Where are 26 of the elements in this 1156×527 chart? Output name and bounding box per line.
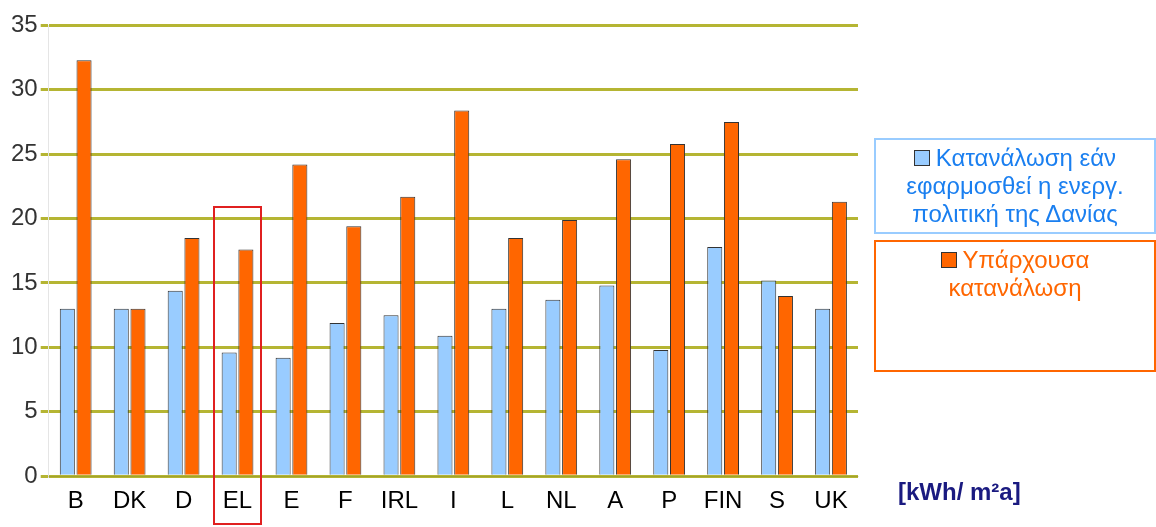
y-tick-label: 15: [10, 267, 38, 295]
y-tick-label: 35: [10, 10, 38, 38]
x-tick-label: NL: [545, 486, 577, 514]
x-tick-label: A: [607, 486, 624, 514]
x-tick-label: EL: [222, 486, 253, 514]
y-tick-label: 30: [10, 74, 38, 102]
legend-label: Υπάρχουσα κατανάλωση: [874, 240, 1156, 372]
x-tick-label: L: [500, 486, 514, 514]
x-tick-label: E: [283, 486, 300, 514]
x-tick-label: P: [661, 486, 678, 514]
x-tick-label: DK: [112, 486, 147, 514]
y-tick-label: 25: [10, 138, 38, 166]
x-tick-label: UK: [814, 486, 848, 514]
y-tick-label: 20: [10, 203, 38, 231]
x-tick-label: FIN: [703, 486, 743, 514]
x-tick-label: D: [174, 486, 193, 514]
y-tick-label: 10: [10, 332, 38, 360]
y-tick-label: 5: [24, 396, 38, 424]
x-tick-label: B: [67, 486, 84, 514]
x-tick-label: I: [450, 486, 457, 514]
x-tick-label: S: [769, 486, 786, 514]
y-tick-label: 0: [24, 460, 38, 488]
legend-label: Κατανάλωση εάν εφαρμοσθεί η ενεργ. πολιτική της Δανίας: [874, 138, 1156, 234]
x-tick-label: IRL: [380, 486, 419, 514]
text: [kWh/ m²a]: [898, 478, 1021, 506]
x-tick-label: F: [338, 486, 353, 514]
